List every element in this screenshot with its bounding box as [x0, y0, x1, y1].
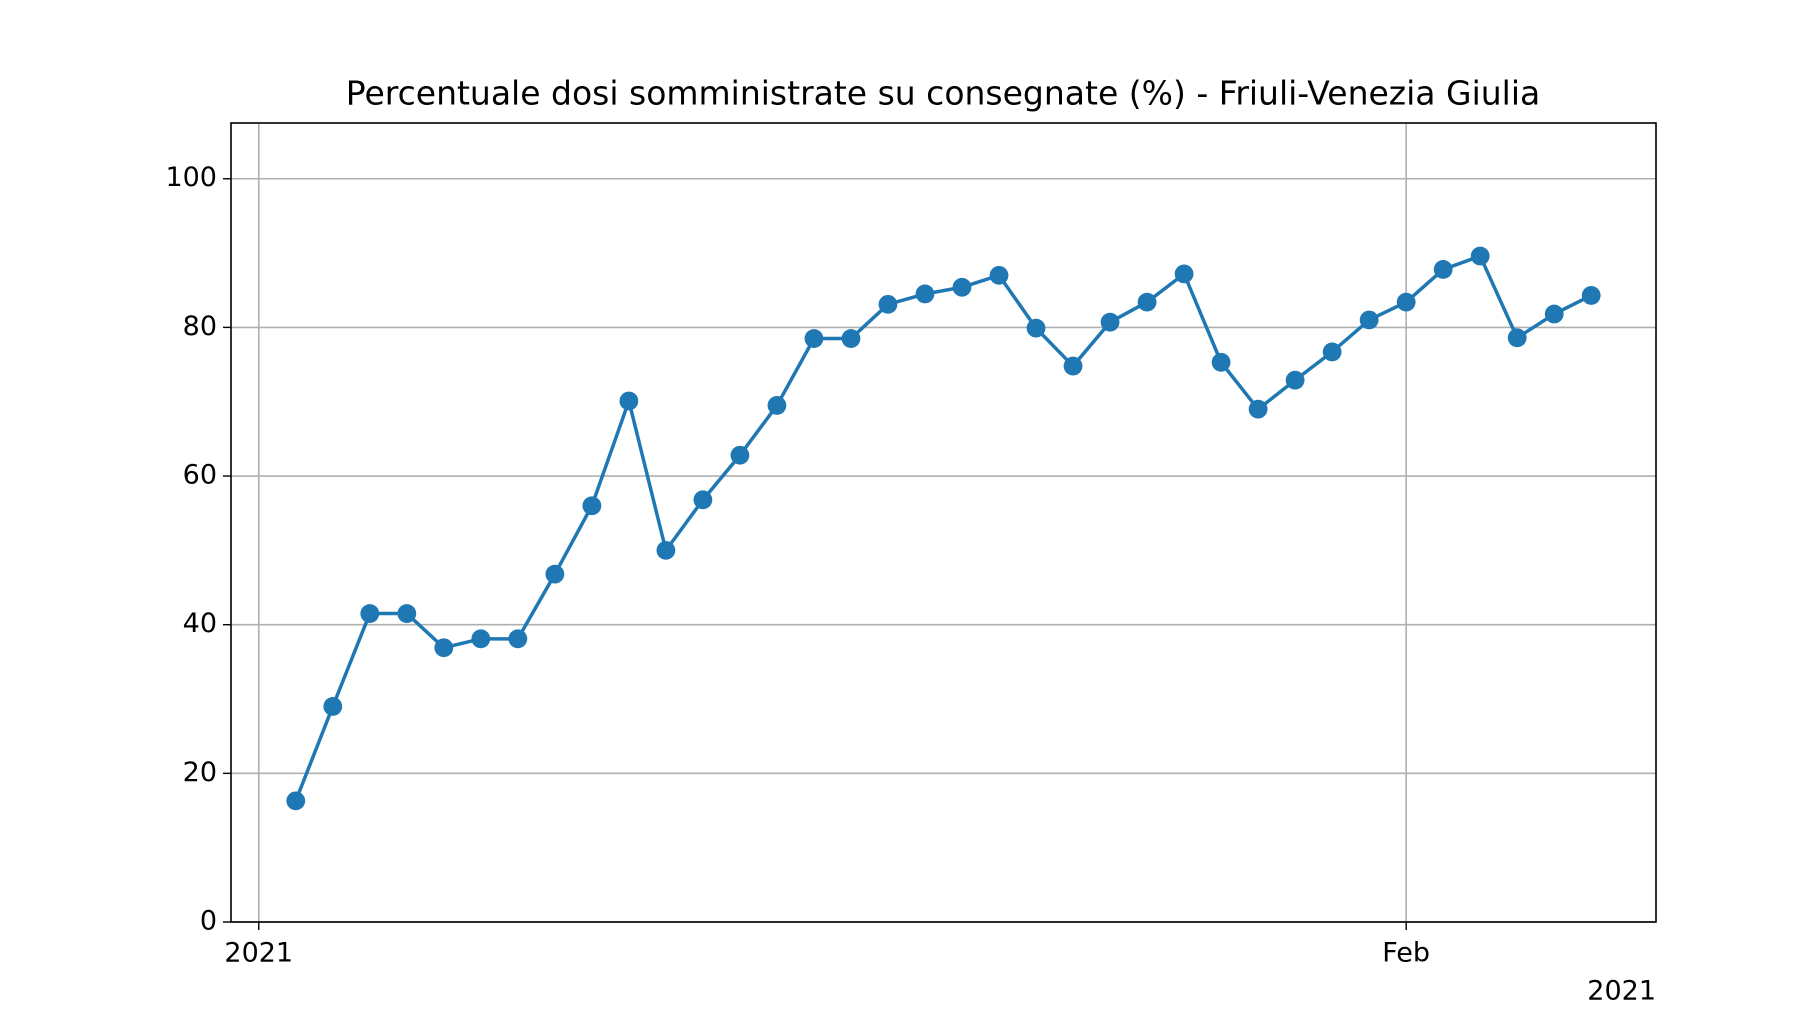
data-point	[1396, 292, 1416, 312]
data-point	[1100, 312, 1120, 332]
data-point	[619, 391, 639, 411]
data-point	[1470, 246, 1490, 266]
data-point	[1026, 318, 1046, 338]
x-tick-label: 2021	[224, 938, 293, 969]
data-point	[286, 791, 306, 811]
data-point	[434, 638, 454, 658]
data-point	[508, 629, 528, 649]
chart-title: Percentuale dosi somministrate su conseg…	[346, 74, 1540, 113]
data-point	[397, 604, 417, 623]
data-point	[1507, 328, 1527, 348]
data-point	[989, 265, 1009, 285]
data-line	[294, 253, 1593, 802]
data-point	[360, 604, 380, 623]
plot-frame	[230, 122, 1657, 923]
data-point	[1581, 286, 1601, 305]
data-point	[471, 629, 491, 649]
data-point	[804, 329, 824, 348]
data-point	[1174, 264, 1194, 284]
data-point	[878, 294, 898, 314]
data-point	[693, 490, 713, 510]
data-point	[582, 496, 602, 516]
data-point	[545, 564, 565, 584]
data-point	[1359, 310, 1379, 330]
y-tick-label: 20	[183, 757, 217, 788]
data-point	[1285, 370, 1305, 390]
data-point	[1211, 352, 1231, 372]
data-point	[915, 284, 935, 304]
data-point	[1137, 292, 1157, 312]
data-point	[1433, 260, 1453, 279]
data-point	[952, 277, 972, 297]
y-tick-label: 0	[200, 906, 217, 937]
y-tick-label: 40	[183, 608, 217, 639]
y-tick-label: 60	[183, 460, 217, 491]
x-tick-label: Feb	[1382, 938, 1430, 969]
data-point	[730, 445, 750, 465]
y-tick-label: 80	[183, 311, 217, 342]
data-point	[1248, 399, 1268, 419]
x-offset-label: 2021	[1587, 976, 1656, 1007]
data-point	[841, 329, 861, 348]
data-point	[1063, 356, 1083, 376]
data-point	[767, 396, 787, 415]
data-point	[1322, 342, 1342, 362]
data-point	[323, 697, 343, 716]
data-point	[1544, 304, 1564, 324]
data-point	[656, 540, 676, 560]
y-tick-label: 100	[165, 162, 217, 193]
